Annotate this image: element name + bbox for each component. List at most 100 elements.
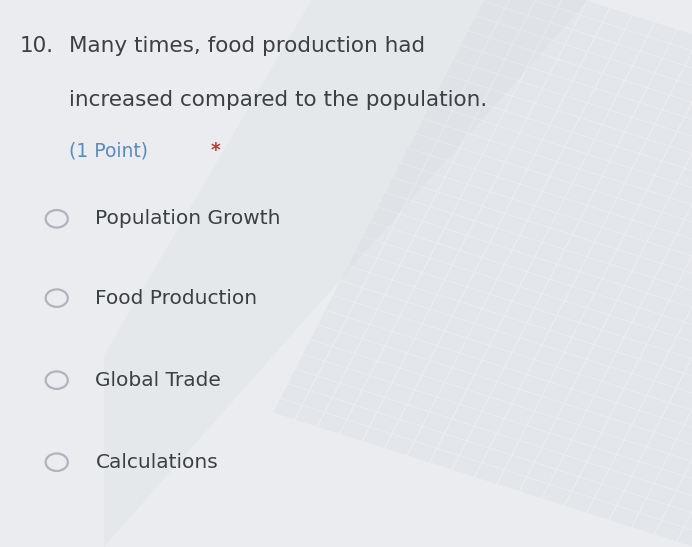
Polygon shape xyxy=(671,235,692,255)
Polygon shape xyxy=(386,333,413,352)
Polygon shape xyxy=(386,384,413,404)
Polygon shape xyxy=(641,345,668,365)
Polygon shape xyxy=(655,367,683,387)
Polygon shape xyxy=(573,324,601,344)
Polygon shape xyxy=(431,244,458,264)
Polygon shape xyxy=(416,428,443,447)
Polygon shape xyxy=(431,398,458,418)
Polygon shape xyxy=(558,148,586,168)
Polygon shape xyxy=(588,397,615,417)
Polygon shape xyxy=(430,450,458,469)
Polygon shape xyxy=(386,230,413,249)
Polygon shape xyxy=(574,67,601,87)
Text: Global Trade: Global Trade xyxy=(95,371,221,389)
Polygon shape xyxy=(544,75,571,95)
Polygon shape xyxy=(618,338,646,358)
Polygon shape xyxy=(536,0,564,7)
Polygon shape xyxy=(566,133,593,153)
Polygon shape xyxy=(424,413,450,433)
Polygon shape xyxy=(349,354,376,375)
Polygon shape xyxy=(610,404,638,424)
Polygon shape xyxy=(446,215,473,235)
Polygon shape xyxy=(664,96,691,116)
Polygon shape xyxy=(520,427,548,446)
Polygon shape xyxy=(439,230,466,249)
Polygon shape xyxy=(566,287,593,307)
Polygon shape xyxy=(648,74,676,94)
Polygon shape xyxy=(491,75,518,95)
Polygon shape xyxy=(371,362,398,382)
Polygon shape xyxy=(626,426,653,446)
Polygon shape xyxy=(484,193,511,212)
Polygon shape xyxy=(454,97,481,117)
Polygon shape xyxy=(341,369,368,389)
Polygon shape xyxy=(573,478,600,497)
Polygon shape xyxy=(671,389,692,409)
Polygon shape xyxy=(393,420,421,440)
Polygon shape xyxy=(671,184,692,203)
Polygon shape xyxy=(544,24,571,43)
Polygon shape xyxy=(611,301,638,321)
Polygon shape xyxy=(656,110,683,131)
Polygon shape xyxy=(521,68,549,88)
Polygon shape xyxy=(273,399,301,419)
Polygon shape xyxy=(408,442,435,462)
Polygon shape xyxy=(641,89,668,109)
Polygon shape xyxy=(454,149,481,168)
Polygon shape xyxy=(326,296,354,316)
Polygon shape xyxy=(379,245,406,264)
Polygon shape xyxy=(454,46,481,66)
Polygon shape xyxy=(618,441,645,461)
Polygon shape xyxy=(603,419,630,439)
Polygon shape xyxy=(655,521,682,541)
Polygon shape xyxy=(446,61,473,80)
Polygon shape xyxy=(603,368,630,387)
Polygon shape xyxy=(431,90,459,110)
Circle shape xyxy=(46,371,68,389)
Polygon shape xyxy=(394,215,421,235)
Polygon shape xyxy=(446,369,473,388)
Polygon shape xyxy=(574,170,601,190)
Polygon shape xyxy=(565,390,593,410)
Polygon shape xyxy=(431,347,458,366)
Polygon shape xyxy=(424,362,450,381)
Polygon shape xyxy=(550,470,578,490)
Polygon shape xyxy=(499,112,526,132)
Polygon shape xyxy=(671,287,692,306)
Polygon shape xyxy=(475,464,503,484)
Polygon shape xyxy=(619,82,646,101)
Polygon shape xyxy=(626,272,653,292)
Polygon shape xyxy=(498,266,526,286)
Polygon shape xyxy=(588,449,615,468)
Polygon shape xyxy=(520,478,548,498)
Polygon shape xyxy=(356,289,383,309)
Polygon shape xyxy=(589,38,616,57)
Polygon shape xyxy=(536,449,563,468)
Polygon shape xyxy=(506,251,534,271)
Polygon shape xyxy=(491,24,519,44)
Polygon shape xyxy=(513,288,540,307)
Polygon shape xyxy=(521,222,548,241)
Polygon shape xyxy=(566,339,593,358)
Polygon shape xyxy=(401,354,428,374)
Circle shape xyxy=(46,289,68,307)
Polygon shape xyxy=(633,155,661,174)
Polygon shape xyxy=(446,317,473,337)
Text: Population Growth: Population Growth xyxy=(95,210,281,228)
Polygon shape xyxy=(476,156,504,176)
Polygon shape xyxy=(588,192,616,212)
Polygon shape xyxy=(581,309,608,329)
Polygon shape xyxy=(356,340,383,360)
Polygon shape xyxy=(476,259,503,278)
Polygon shape xyxy=(543,177,571,197)
Polygon shape xyxy=(424,156,451,176)
Polygon shape xyxy=(536,141,563,161)
Polygon shape xyxy=(521,170,548,190)
Polygon shape xyxy=(379,398,406,418)
Polygon shape xyxy=(596,126,623,146)
Polygon shape xyxy=(619,133,646,153)
Polygon shape xyxy=(566,236,593,255)
Polygon shape xyxy=(461,288,489,308)
Polygon shape xyxy=(581,360,608,380)
Polygon shape xyxy=(311,325,338,345)
